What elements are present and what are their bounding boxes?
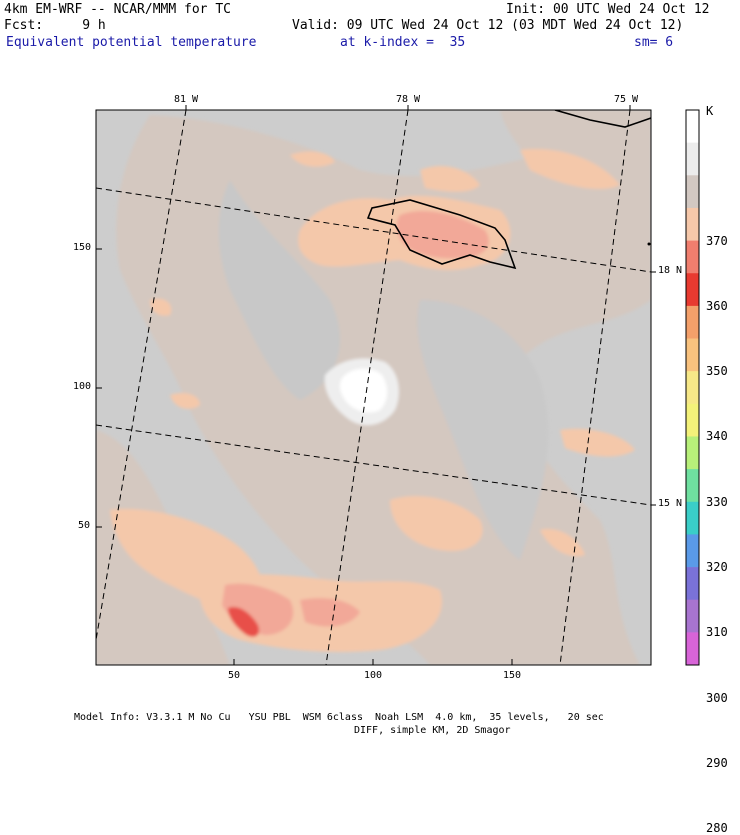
x-tick-50: 50 <box>228 670 241 681</box>
patch-northeast <box>520 149 620 190</box>
coastline-jamaica <box>366 199 517 270</box>
coastlines <box>366 110 651 270</box>
colorbar-swatch <box>686 403 699 437</box>
colorbar-level-label: 300 <box>706 690 728 705</box>
init-time: Init: 00 UTC Wed 24 Oct 12 <box>506 2 710 17</box>
colorbar <box>685 109 700 666</box>
lon-label-75w: 75 W <box>614 94 639 105</box>
colorbar-swatch <box>686 567 699 601</box>
colorbar-swatch <box>686 338 699 372</box>
smoothing-label: sm= 6 <box>634 35 674 50</box>
colorbar-level-label: 370 <box>706 233 728 248</box>
patch-center-south <box>390 496 483 551</box>
colorbar-level-label: 290 <box>706 755 728 770</box>
colorbar-level-label: 310 <box>706 625 728 640</box>
colorbar-swatch <box>686 273 699 307</box>
colorbar-level-label: 340 <box>706 429 728 444</box>
colorbar-swatch <box>686 175 699 209</box>
parallel-18n <box>96 187 651 273</box>
region-grey-1 <box>218 180 340 400</box>
patch-salmon-north <box>396 210 489 259</box>
colorbar-swatch <box>686 534 699 568</box>
colorbar-swatch <box>686 142 699 176</box>
lat-label-15n: 15 N <box>658 498 683 509</box>
colorbar-swatch <box>686 501 699 535</box>
island-dot <box>647 242 651 246</box>
y-tick-150: 150 <box>73 242 92 253</box>
axis-ticks <box>96 105 656 665</box>
lon-label-78w: 78 W <box>396 94 421 105</box>
patch-salmon-south2 <box>300 598 360 627</box>
parallel-15n <box>96 424 651 506</box>
colorbar-swatch <box>686 371 699 405</box>
colorbar-swatch <box>686 436 699 470</box>
patch-red-core <box>228 606 260 637</box>
colorbar-level-label: 360 <box>706 298 728 313</box>
patch-north-small <box>420 165 480 192</box>
colorbar-swatch <box>686 110 699 143</box>
patch-n2 <box>290 151 335 167</box>
forecast-hour: Fcst: 9 h <box>4 18 106 33</box>
model-title: 4km EM-WRF -- NCAR/MMM for TC <box>4 2 231 17</box>
patch-east <box>560 428 635 457</box>
x-tick-100: 100 <box>364 670 383 681</box>
field-name: Equivalent potential temperature <box>6 35 257 50</box>
meridian-75w <box>559 110 631 665</box>
patch-west-small <box>170 393 200 409</box>
valid-time: Valid: 09 UTC Wed 24 Oct 12 (03 MDT Wed … <box>292 18 684 33</box>
map-figure <box>95 105 700 666</box>
model-info-physics: DIFF, simple KM, 2D Smagor <box>354 725 511 736</box>
colorbar-swatch <box>686 599 699 633</box>
colorbar-level-label: 320 <box>706 560 728 575</box>
y-tick-100: 100 <box>73 381 92 392</box>
colorbar-level-label: 330 <box>706 494 728 509</box>
y-tick-50: 50 <box>78 520 91 531</box>
colorbar-level-label: 350 <box>706 364 728 379</box>
patch-w2 <box>150 298 172 316</box>
lat-label-18n: 18 N <box>658 265 683 276</box>
region-grey-2 <box>417 300 549 560</box>
colorbar-swatch <box>686 207 699 241</box>
coastline-cuba <box>554 110 651 128</box>
colorbar-frame <box>685 109 700 666</box>
model-info: Model Info: V3.3.1 M No Cu YSU PBL WSM 6… <box>74 712 604 723</box>
colorbar-swatch <box>686 469 699 503</box>
patch-se-small <box>540 529 585 557</box>
patch-high-theta-core <box>339 368 388 413</box>
x-tick-150: 150 <box>503 670 522 681</box>
colorbar-level-label: 280 <box>706 821 728 835</box>
colorbar-unit: K <box>706 104 714 118</box>
colorbar-swatch <box>686 240 699 274</box>
colorbar-swatch <box>686 305 699 339</box>
level-label: at k-index = 35 <box>340 35 466 50</box>
colorbar-swatch <box>686 632 699 666</box>
lon-label-81w: 81 W <box>174 94 199 105</box>
